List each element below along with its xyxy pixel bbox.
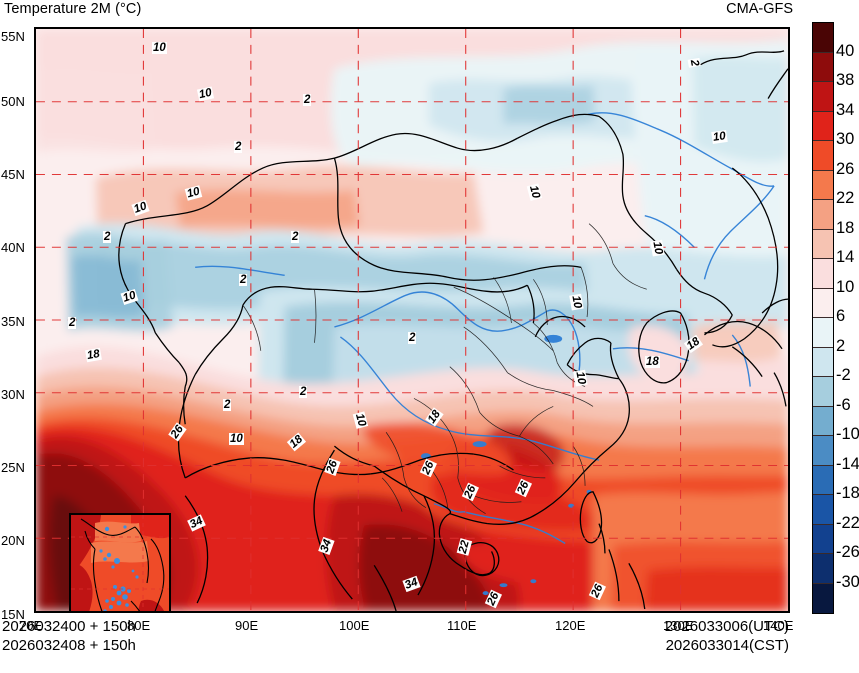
lat-label-25n: 25N bbox=[1, 460, 25, 475]
contour-label: 2 bbox=[68, 317, 77, 330]
colorbar-segment bbox=[813, 52, 833, 82]
colorbar-segment bbox=[813, 111, 833, 141]
map-canvas bbox=[36, 29, 788, 611]
lon-label-110e: 110E bbox=[447, 618, 477, 633]
colorbar-tick: -6 bbox=[836, 395, 851, 414]
colorbar-tick: 22 bbox=[836, 189, 855, 207]
lon-label-130e: 130E bbox=[663, 618, 694, 633]
colorbar-tick: 26 bbox=[836, 159, 855, 178]
lon-label-70e: 70E bbox=[19, 618, 43, 633]
colorbar-segment bbox=[813, 318, 833, 348]
contour-label: 10 bbox=[573, 369, 588, 387]
lon-label-80e: 80E bbox=[127, 618, 151, 633]
contour-label: 2 bbox=[303, 94, 312, 107]
contour-label: 2 bbox=[239, 274, 248, 287]
valid-time-cst: 2026033014(CST) bbox=[665, 637, 789, 654]
map-plot-area[interactable]: 10 10 2 2 10 2 10 10 2 10 2 10 10 10 2 2… bbox=[34, 27, 790, 613]
colorbar-tick: -30 bbox=[836, 572, 859, 591]
colorbar-segment bbox=[813, 406, 833, 436]
colorbar-tick: -18 bbox=[836, 484, 859, 502]
lon-label-100e: 100E bbox=[339, 618, 370, 633]
model-label: CMA-GFS bbox=[726, 1, 793, 17]
colorbar-tick: 34 bbox=[836, 100, 855, 119]
contour-label: 2 bbox=[291, 231, 300, 244]
page-title: Temperature 2M (°C) bbox=[4, 1, 142, 17]
contour-label: 10 bbox=[711, 130, 728, 145]
contour-label: 2 bbox=[223, 399, 232, 412]
colorbar[interactable] bbox=[812, 22, 834, 614]
init-time-utc: 2026032400 + 150h bbox=[2, 618, 136, 635]
colorbar-segment bbox=[813, 377, 833, 407]
colorbar-tick: 6 bbox=[836, 307, 846, 325]
colorbar-tick: -10 bbox=[836, 425, 859, 443]
south-china-sea-inset-map[interactable]: Scale 1:40000000 bbox=[69, 513, 171, 611]
colorbar-tick: 14 bbox=[836, 248, 855, 266]
contour-label: 10 bbox=[650, 239, 665, 257]
colorbar-tick: 18 bbox=[836, 218, 855, 237]
colorbar-tick-labels: 40 38 34 30 26 22 18 14 10 6 2 -2 -6 -10 -14 -18 -22 -26 -… bbox=[836, 22, 859, 614]
valid-time-utc: 2026033006(UTC) bbox=[664, 618, 789, 635]
colorbar-segment bbox=[813, 229, 833, 259]
colorbar-tick: 30 bbox=[836, 130, 855, 148]
colorbar-tick: 2 bbox=[836, 336, 846, 355]
colorbar-segment bbox=[813, 347, 833, 377]
colorbar-segment bbox=[813, 23, 833, 53]
lat-label-35n: 35N bbox=[1, 314, 25, 329]
colorbar-tick: -26 bbox=[836, 543, 859, 561]
colorbar-segment bbox=[813, 82, 833, 112]
contour-label: 10 bbox=[229, 433, 244, 446]
contour-label: 10 bbox=[569, 293, 584, 311]
colorbar-segment bbox=[813, 583, 833, 613]
colorbar-tick: -22 bbox=[836, 513, 859, 532]
colorbar-segment bbox=[813, 288, 833, 318]
colorbar-tick: -14 bbox=[836, 454, 859, 473]
colorbar-segment bbox=[813, 465, 833, 495]
contour-label: 18 bbox=[645, 356, 660, 369]
colorbar-segment bbox=[813, 495, 833, 525]
lon-label-120e: 120E bbox=[555, 618, 586, 633]
lat-label-55n: 55N bbox=[1, 29, 25, 44]
contour-label: 2 bbox=[234, 141, 243, 154]
colorbar-segment bbox=[813, 200, 833, 230]
contour-label: 10 bbox=[152, 42, 167, 55]
lat-label-45n: 45N bbox=[1, 167, 25, 182]
lat-label-15n: 15N bbox=[1, 607, 25, 622]
colorbar-segment bbox=[813, 170, 833, 200]
lat-label-50n: 50N bbox=[1, 94, 25, 109]
colorbar-segment bbox=[813, 141, 833, 171]
lat-label-30n: 30N bbox=[1, 387, 25, 402]
lon-label-90e: 90E bbox=[235, 618, 259, 633]
contour-label: 2 bbox=[299, 386, 308, 399]
colorbar-segment bbox=[813, 436, 833, 466]
colorbar-segment bbox=[813, 259, 833, 289]
init-time-cst: 2026032408 + 150h bbox=[2, 637, 136, 654]
contour-label: 18 bbox=[85, 347, 102, 363]
colorbar-tick: 38 bbox=[836, 71, 855, 89]
contour-label: 2 bbox=[408, 332, 417, 345]
lon-label-140e: 140E bbox=[763, 618, 794, 633]
colorbar-segment bbox=[813, 524, 833, 554]
contour-label: 2 bbox=[103, 231, 112, 244]
colorbar-tick: -2 bbox=[836, 366, 851, 384]
colorbar-segment bbox=[813, 554, 833, 584]
colorbar-tick: 10 bbox=[836, 277, 855, 296]
lat-label-20n: 20N bbox=[1, 533, 25, 548]
lat-label-40n: 40N bbox=[1, 240, 25, 255]
colorbar-tick: 40 bbox=[836, 41, 855, 60]
footer: 2026032400 + 150h 2026032408 + 150h 2026… bbox=[0, 618, 859, 673]
